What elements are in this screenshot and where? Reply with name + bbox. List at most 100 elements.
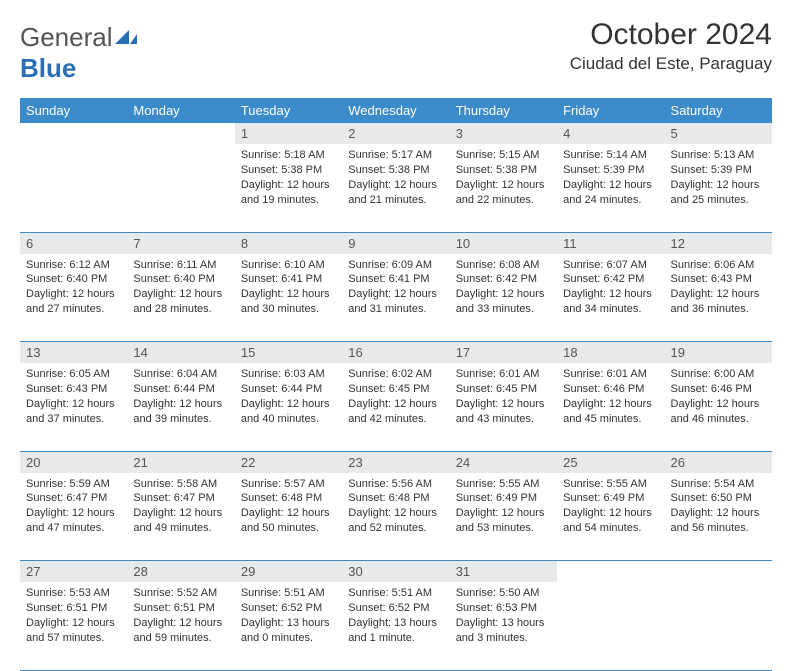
- day-content-cell: Sunrise: 6:08 AMSunset: 6:42 PMDaylight:…: [450, 254, 557, 342]
- brand-name-part1: General: [20, 22, 113, 52]
- day-number-cell: 19: [665, 342, 772, 364]
- day-number-cell: [665, 561, 772, 583]
- day-content-row: Sunrise: 6:05 AMSunset: 6:43 PMDaylight:…: [20, 363, 772, 451]
- day-content-cell: Sunrise: 5:14 AMSunset: 5:39 PMDaylight:…: [557, 144, 664, 232]
- day-details: Sunrise: 6:12 AMSunset: 6:40 PMDaylight:…: [20, 254, 127, 323]
- day-number-cell: 18: [557, 342, 664, 364]
- day-number-cell: 11: [557, 232, 664, 254]
- day-header: Tuesday: [235, 98, 342, 123]
- day-header: Wednesday: [342, 98, 449, 123]
- day-number-cell: 12: [665, 232, 772, 254]
- day-details: Sunrise: 6:02 AMSunset: 6:45 PMDaylight:…: [342, 363, 449, 432]
- day-content-cell: Sunrise: 5:13 AMSunset: 5:39 PMDaylight:…: [665, 144, 772, 232]
- day-number-cell: 30: [342, 561, 449, 583]
- day-details: Sunrise: 5:13 AMSunset: 5:39 PMDaylight:…: [665, 144, 772, 213]
- day-details: Sunrise: 5:17 AMSunset: 5:38 PMDaylight:…: [342, 144, 449, 213]
- day-number-cell: 13: [20, 342, 127, 364]
- day-content-row: Sunrise: 5:59 AMSunset: 6:47 PMDaylight:…: [20, 473, 772, 561]
- day-number-cell: 31: [450, 561, 557, 583]
- day-content-cell: Sunrise: 5:51 AMSunset: 6:52 PMDaylight:…: [235, 582, 342, 670]
- day-number-row: 12345: [20, 123, 772, 144]
- day-number-cell: 17: [450, 342, 557, 364]
- day-details: Sunrise: 6:00 AMSunset: 6:46 PMDaylight:…: [665, 363, 772, 432]
- day-content-cell: [20, 144, 127, 232]
- day-number-cell: 14: [127, 342, 234, 364]
- day-number-cell: 25: [557, 451, 664, 473]
- day-number-cell: 1: [235, 123, 342, 144]
- day-details: Sunrise: 5:59 AMSunset: 6:47 PMDaylight:…: [20, 473, 127, 542]
- day-details: Sunrise: 6:08 AMSunset: 6:42 PMDaylight:…: [450, 254, 557, 323]
- day-details: Sunrise: 6:07 AMSunset: 6:42 PMDaylight:…: [557, 254, 664, 323]
- day-details: Sunrise: 5:53 AMSunset: 6:51 PMDaylight:…: [20, 582, 127, 651]
- brand-logo: General Blue: [20, 18, 137, 84]
- day-number-cell: 23: [342, 451, 449, 473]
- calendar-body: 12345Sunrise: 5:18 AMSunset: 5:38 PMDayl…: [20, 123, 772, 670]
- day-content-cell: Sunrise: 6:01 AMSunset: 6:45 PMDaylight:…: [450, 363, 557, 451]
- day-number-cell: 22: [235, 451, 342, 473]
- day-content-row: Sunrise: 5:18 AMSunset: 5:38 PMDaylight:…: [20, 144, 772, 232]
- day-content-cell: Sunrise: 6:09 AMSunset: 6:41 PMDaylight:…: [342, 254, 449, 342]
- day-number-cell: 10: [450, 232, 557, 254]
- month-title: October 2024: [570, 18, 772, 52]
- brand-name-part2: Blue: [20, 53, 76, 83]
- day-content-cell: Sunrise: 5:18 AMSunset: 5:38 PMDaylight:…: [235, 144, 342, 232]
- day-content-cell: Sunrise: 6:03 AMSunset: 6:44 PMDaylight:…: [235, 363, 342, 451]
- day-content-cell: Sunrise: 5:15 AMSunset: 5:38 PMDaylight:…: [450, 144, 557, 232]
- day-header: Sunday: [20, 98, 127, 123]
- day-details: Sunrise: 5:51 AMSunset: 6:52 PMDaylight:…: [235, 582, 342, 651]
- day-content-cell: Sunrise: 5:59 AMSunset: 6:47 PMDaylight:…: [20, 473, 127, 561]
- day-number-cell: 26: [665, 451, 772, 473]
- day-header-row: SundayMondayTuesdayWednesdayThursdayFrid…: [20, 98, 772, 123]
- day-content-cell: Sunrise: 6:01 AMSunset: 6:46 PMDaylight:…: [557, 363, 664, 451]
- day-number-cell: 5: [665, 123, 772, 144]
- day-content-cell: Sunrise: 5:51 AMSunset: 6:52 PMDaylight:…: [342, 582, 449, 670]
- day-number-cell: 15: [235, 342, 342, 364]
- day-content-cell: Sunrise: 5:57 AMSunset: 6:48 PMDaylight:…: [235, 473, 342, 561]
- day-content-cell: Sunrise: 6:12 AMSunset: 6:40 PMDaylight:…: [20, 254, 127, 342]
- day-number-cell: 28: [127, 561, 234, 583]
- brand-mark-icon: [115, 22, 137, 53]
- day-details: Sunrise: 5:55 AMSunset: 6:49 PMDaylight:…: [450, 473, 557, 542]
- day-number-cell: 6: [20, 232, 127, 254]
- day-content-cell: Sunrise: 6:11 AMSunset: 6:40 PMDaylight:…: [127, 254, 234, 342]
- day-details: Sunrise: 5:55 AMSunset: 6:49 PMDaylight:…: [557, 473, 664, 542]
- day-number-cell: 3: [450, 123, 557, 144]
- day-details: Sunrise: 5:14 AMSunset: 5:39 PMDaylight:…: [557, 144, 664, 213]
- day-content-cell: Sunrise: 5:55 AMSunset: 6:49 PMDaylight:…: [450, 473, 557, 561]
- title-block: October 2024 Ciudad del Este, Paraguay: [570, 18, 772, 74]
- day-content-cell: [127, 144, 234, 232]
- day-details: Sunrise: 5:56 AMSunset: 6:48 PMDaylight:…: [342, 473, 449, 542]
- day-details: Sunrise: 6:10 AMSunset: 6:41 PMDaylight:…: [235, 254, 342, 323]
- day-content-row: Sunrise: 5:53 AMSunset: 6:51 PMDaylight:…: [20, 582, 772, 670]
- day-details: Sunrise: 6:04 AMSunset: 6:44 PMDaylight:…: [127, 363, 234, 432]
- day-content-cell: Sunrise: 6:07 AMSunset: 6:42 PMDaylight:…: [557, 254, 664, 342]
- day-number-cell: 20: [20, 451, 127, 473]
- day-content-cell: Sunrise: 5:54 AMSunset: 6:50 PMDaylight:…: [665, 473, 772, 561]
- day-details: Sunrise: 6:06 AMSunset: 6:43 PMDaylight:…: [665, 254, 772, 323]
- day-content-cell: Sunrise: 5:17 AMSunset: 5:38 PMDaylight:…: [342, 144, 449, 232]
- day-content-cell: Sunrise: 6:02 AMSunset: 6:45 PMDaylight:…: [342, 363, 449, 451]
- day-number-cell: 9: [342, 232, 449, 254]
- day-number-cell: 8: [235, 232, 342, 254]
- day-number-row: 6789101112: [20, 232, 772, 254]
- day-details: Sunrise: 5:52 AMSunset: 6:51 PMDaylight:…: [127, 582, 234, 651]
- day-details: Sunrise: 6:01 AMSunset: 6:46 PMDaylight:…: [557, 363, 664, 432]
- day-number-row: 20212223242526: [20, 451, 772, 473]
- day-content-cell: Sunrise: 5:58 AMSunset: 6:47 PMDaylight:…: [127, 473, 234, 561]
- day-content-cell: Sunrise: 5:50 AMSunset: 6:53 PMDaylight:…: [450, 582, 557, 670]
- day-header: Monday: [127, 98, 234, 123]
- day-number-cell: 21: [127, 451, 234, 473]
- day-number-cell: 2: [342, 123, 449, 144]
- day-details: Sunrise: 5:18 AMSunset: 5:38 PMDaylight:…: [235, 144, 342, 213]
- day-details: Sunrise: 5:15 AMSunset: 5:38 PMDaylight:…: [450, 144, 557, 213]
- location-label: Ciudad del Este, Paraguay: [570, 54, 772, 74]
- day-details: Sunrise: 6:01 AMSunset: 6:45 PMDaylight:…: [450, 363, 557, 432]
- day-details: Sunrise: 6:03 AMSunset: 6:44 PMDaylight:…: [235, 363, 342, 432]
- day-details: Sunrise: 6:09 AMSunset: 6:41 PMDaylight:…: [342, 254, 449, 323]
- day-number-cell: 4: [557, 123, 664, 144]
- day-header: Thursday: [450, 98, 557, 123]
- day-number-cell: 27: [20, 561, 127, 583]
- day-details: Sunrise: 6:05 AMSunset: 6:43 PMDaylight:…: [20, 363, 127, 432]
- day-content-cell: Sunrise: 6:06 AMSunset: 6:43 PMDaylight:…: [665, 254, 772, 342]
- day-content-cell: Sunrise: 5:53 AMSunset: 6:51 PMDaylight:…: [20, 582, 127, 670]
